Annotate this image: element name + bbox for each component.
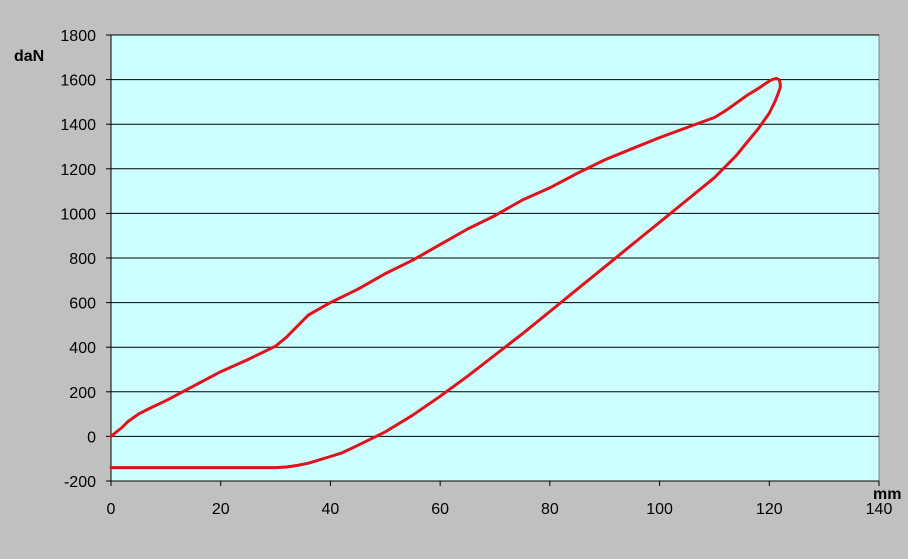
- series-group: [109, 77, 782, 470]
- y-tick-label-8: 1400: [60, 117, 96, 134]
- x-tick-label-7: 140: [866, 501, 893, 518]
- y-tick-label-10: 1800: [60, 28, 96, 45]
- y-tick-label-2: 200: [69, 385, 96, 402]
- grid-lines: [111, 34, 879, 437]
- x-tick-label-1: 20: [212, 501, 230, 518]
- y-tick-label-1: 0: [87, 429, 96, 446]
- x-axis-ticks: 0 20 40 60 80 100 120 140: [107, 481, 893, 518]
- x-tick-label-6: 120: [756, 501, 783, 518]
- series-line-0: [109, 77, 782, 470]
- y-tick-label-5: 800: [69, 251, 96, 268]
- y-tick-label-7: 1200: [60, 162, 96, 179]
- y-tick-label-9: 1600: [60, 73, 96, 90]
- x-tick-label-3: 60: [431, 501, 449, 518]
- x-tick-label-2: 40: [322, 501, 340, 518]
- y-tick-label-4: 600: [69, 296, 96, 313]
- x-tick-label-5: 100: [646, 501, 673, 518]
- y-tick-label-0: -200: [64, 474, 96, 491]
- y-tick-label-6: 1000: [60, 206, 96, 223]
- x-axis-unit-label: mm: [873, 486, 901, 503]
- y-axis-unit-label: daN: [14, 48, 44, 65]
- y-tick-label-3: 400: [69, 340, 96, 357]
- x-tick-label-0: 0: [107, 501, 116, 518]
- x-tick-label-4: 80: [541, 501, 559, 518]
